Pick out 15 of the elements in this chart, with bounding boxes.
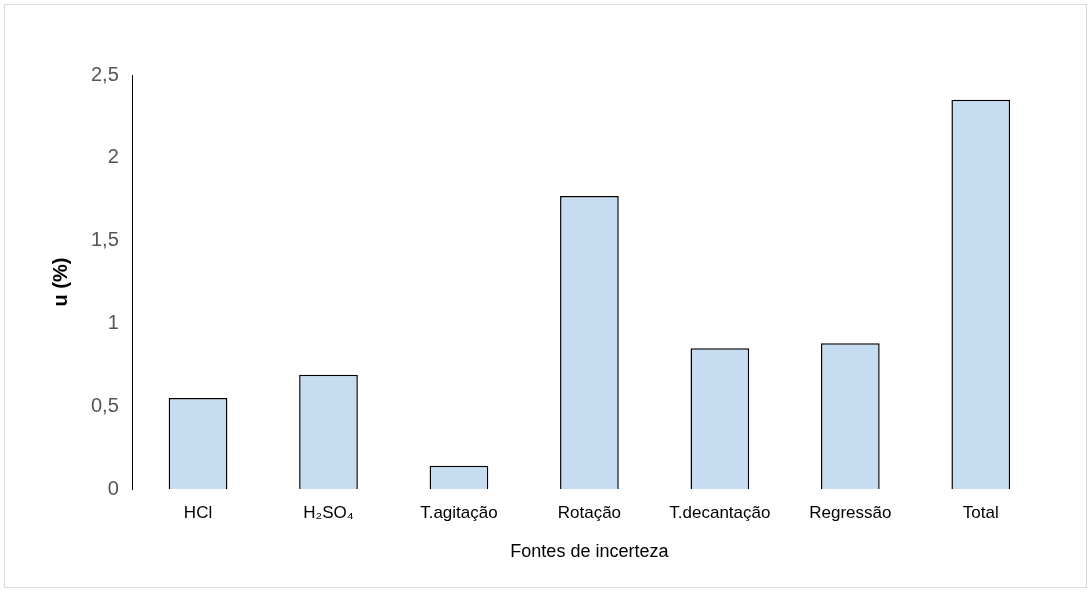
y-tick-label: 0,5: [90, 393, 119, 416]
x-axis-title: Fontes de incerteza: [510, 541, 670, 562]
y-tick-label: 1: [107, 310, 119, 333]
x-tick-label: Rotação: [557, 502, 622, 522]
x-tick-label: Total: [962, 502, 999, 522]
y-tick-label: 1,5: [90, 228, 119, 251]
y-axis-title: u (%): [48, 257, 71, 307]
y-tick-label: 2: [107, 145, 119, 168]
x-tick-label: T.decantação: [669, 502, 771, 522]
y-tick-label: 2,5: [90, 62, 119, 85]
x-tick-label: H₂SO₄: [303, 502, 354, 522]
x-tick-label: HCl: [183, 502, 213, 522]
x-tick-label: T.agitação: [420, 502, 498, 522]
y-tick-label: 0: [107, 476, 119, 499]
x-tick-label: Regressão: [809, 502, 892, 522]
